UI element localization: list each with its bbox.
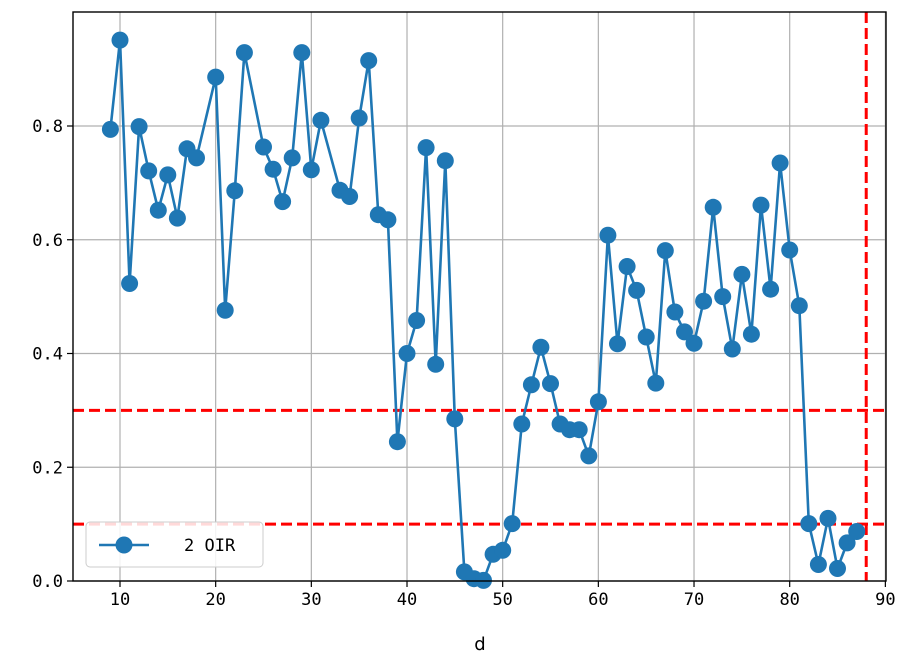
legend-box xyxy=(85,521,264,568)
data-point xyxy=(341,188,359,205)
data-point xyxy=(542,375,559,393)
data-point xyxy=(398,345,416,362)
data-point xyxy=(149,201,167,219)
data-point xyxy=(446,410,464,428)
x-tick-label: 30 xyxy=(301,590,321,610)
data-point xyxy=(838,534,856,552)
data-point xyxy=(513,415,531,433)
data-point xyxy=(264,160,282,178)
y-tick-label: 0.2 xyxy=(32,458,63,478)
x-tick-label: 20 xyxy=(205,590,225,610)
data-point xyxy=(618,258,636,275)
data-point xyxy=(427,355,445,373)
data-point xyxy=(742,325,760,343)
x-axis: 10 20 30 40 50 60 70 80 90 xyxy=(110,581,896,610)
data-point xyxy=(302,161,320,179)
data-point xyxy=(111,31,129,49)
data-point xyxy=(235,44,253,62)
x-tick-label: 40 xyxy=(397,590,417,610)
data-point xyxy=(695,292,713,310)
data-point xyxy=(408,312,426,329)
data-point xyxy=(771,154,789,172)
data-point xyxy=(781,241,799,259)
y-tick-label: 0.0 xyxy=(32,572,63,592)
x-tick-label: 50 xyxy=(492,590,512,610)
data-point xyxy=(848,523,866,540)
data-point xyxy=(159,166,177,184)
data-point xyxy=(589,393,607,411)
data-point xyxy=(714,288,732,306)
y-tick-label: 0.6 xyxy=(32,231,63,251)
data-point xyxy=(676,323,693,341)
data-point xyxy=(704,198,722,216)
x-tick-label: 80 xyxy=(779,590,799,610)
data-point xyxy=(733,265,751,283)
data-point xyxy=(360,52,378,70)
legend-label: 2 OIR xyxy=(184,536,236,556)
x-tick-label: 90 xyxy=(875,590,895,610)
data-point xyxy=(274,193,292,211)
data-point xyxy=(283,149,301,167)
data-point xyxy=(800,515,818,533)
data-point xyxy=(752,196,770,214)
data-point xyxy=(809,556,827,573)
data-point xyxy=(723,340,741,358)
legend: 2 OIR xyxy=(85,521,264,568)
data-point xyxy=(609,335,626,353)
data-point xyxy=(350,109,368,127)
data-point xyxy=(293,44,311,62)
data-point xyxy=(570,421,588,439)
data-point xyxy=(226,182,244,200)
x-tick-label: 60 xyxy=(588,590,608,610)
data-point xyxy=(762,280,780,298)
series-layer xyxy=(101,31,866,589)
x-axis-label: d xyxy=(474,634,485,655)
x-tick-label: 70 xyxy=(684,590,704,610)
data-point xyxy=(580,447,598,465)
data-point xyxy=(522,376,540,394)
data-point xyxy=(121,275,139,292)
x-tick-label: 10 xyxy=(110,590,130,610)
data-point xyxy=(207,68,225,86)
data-point xyxy=(819,509,837,527)
y-tick-label: 0.8 xyxy=(32,117,63,137)
data-point xyxy=(628,281,646,299)
data-point xyxy=(685,334,703,352)
data-point xyxy=(494,541,512,559)
plot-frame xyxy=(72,11,887,582)
data-point xyxy=(637,328,655,346)
data-point xyxy=(140,162,158,180)
y-tick-label: 0.4 xyxy=(32,345,63,365)
data-point xyxy=(168,209,186,227)
data-point xyxy=(188,149,205,167)
data-point xyxy=(216,301,234,319)
data-point xyxy=(599,226,617,244)
data-point xyxy=(790,297,808,315)
data-point xyxy=(647,374,665,392)
data-point xyxy=(312,111,330,129)
data-point xyxy=(255,138,272,156)
data-point xyxy=(666,303,684,321)
data-point xyxy=(656,242,674,260)
data-point xyxy=(436,152,454,170)
data-point xyxy=(101,120,119,138)
data-point xyxy=(130,118,148,136)
data-point xyxy=(379,211,397,229)
data-point xyxy=(388,433,406,451)
data-point xyxy=(829,560,846,577)
data-point xyxy=(417,139,435,157)
legend-marker-swatch xyxy=(115,536,133,554)
data-point xyxy=(503,515,521,533)
y-axis: 0.0 0.2 0.4 0.6 0.8 xyxy=(32,117,73,592)
data-point xyxy=(532,338,550,356)
